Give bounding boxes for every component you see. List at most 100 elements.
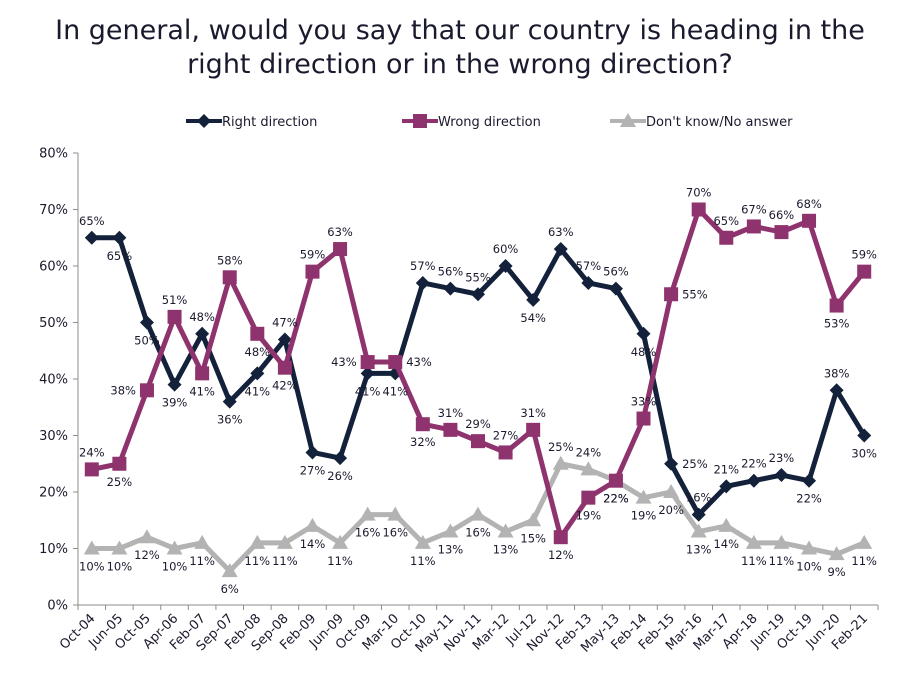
- data-point: [801, 540, 818, 555]
- data-label: 19%: [631, 509, 657, 523]
- data-point: [829, 383, 844, 398]
- data-point: [415, 417, 430, 432]
- data-point: [166, 540, 183, 555]
- data-label: 23%: [769, 451, 795, 465]
- data-point: [471, 434, 485, 449]
- data-label: 39%: [162, 396, 188, 410]
- data-point: [276, 534, 293, 549]
- data-point: [414, 534, 431, 549]
- data-label: 55%: [465, 270, 491, 284]
- data-label: 26%: [327, 469, 353, 483]
- data-point: [304, 517, 321, 532]
- data-label: 33%: [631, 395, 657, 409]
- data-point: [691, 507, 706, 522]
- data-point: [690, 523, 707, 538]
- data-point: [663, 484, 680, 498]
- data-label: 21%: [713, 462, 739, 476]
- data-label: 47%: [272, 315, 298, 329]
- data-point: [773, 534, 790, 549]
- data-point: [222, 394, 237, 409]
- data-point: [360, 366, 375, 381]
- data-label: 41%: [189, 384, 215, 398]
- data-point: [387, 506, 404, 521]
- data-label: 31%: [438, 406, 464, 420]
- data-point: [359, 506, 376, 521]
- data-point: [746, 219, 761, 234]
- data-point: [802, 473, 817, 488]
- data-label: 22%: [603, 492, 629, 506]
- data-label: 12%: [134, 548, 160, 562]
- data-label: 12%: [548, 548, 574, 562]
- legend-label: Right direction: [222, 115, 317, 130]
- data-label: 11%: [410, 554, 436, 568]
- data-label: 53%: [824, 317, 850, 331]
- data-point: [581, 490, 596, 505]
- data-label: 24%: [576, 445, 602, 459]
- data-label: 22%: [796, 492, 822, 506]
- data-label: 11%: [741, 554, 767, 568]
- data-label: 41%: [245, 384, 271, 398]
- data-label: 9%: [827, 565, 845, 579]
- y-tick-label: 70%: [39, 203, 68, 218]
- data-label: 57%: [576, 259, 602, 273]
- data-label: 11%: [245, 554, 271, 568]
- data-point: [608, 281, 623, 296]
- data-label: 56%: [438, 265, 464, 279]
- data-point: [636, 326, 651, 341]
- legend-swatch-marker: [197, 114, 211, 128]
- data-point: [802, 213, 817, 228]
- data-label: 10%: [79, 560, 105, 574]
- data-label: 20%: [658, 503, 684, 517]
- data-label: 29%: [465, 417, 491, 431]
- data-label: 65%: [79, 214, 105, 228]
- data-point: [857, 428, 872, 443]
- data-point: [250, 366, 265, 381]
- data-point: [635, 489, 652, 504]
- data-label: 60%: [493, 242, 519, 256]
- data-point: [277, 360, 292, 375]
- data-point: [360, 355, 375, 370]
- data-point: [581, 275, 596, 290]
- y-tick-label: 60%: [39, 260, 68, 275]
- data-point: [828, 546, 845, 561]
- data-label: 48%: [631, 345, 657, 359]
- data-label: 31%: [520, 406, 546, 420]
- data-label: 24%: [79, 445, 105, 459]
- legend-item: Don't know/No answer: [610, 113, 793, 130]
- data-label: 70%: [686, 186, 712, 200]
- data-label: 25%: [682, 457, 708, 471]
- data-label: 16%: [686, 491, 712, 505]
- data-point: [774, 468, 789, 483]
- data-point: [526, 292, 541, 307]
- data-point: [552, 455, 569, 470]
- data-label: 27%: [300, 463, 326, 477]
- data-label: 58%: [217, 253, 243, 267]
- data-label: 50%: [134, 334, 160, 348]
- data-point: [526, 422, 541, 437]
- data-point: [498, 445, 513, 460]
- data-point: [856, 534, 873, 549]
- data-label: 56%: [603, 265, 629, 279]
- data-label: 13%: [493, 543, 519, 557]
- data-point: [525, 512, 542, 527]
- data-label: 38%: [110, 383, 136, 397]
- data-point: [719, 479, 734, 494]
- data-label: 32%: [410, 435, 436, 449]
- data-label: 15%: [520, 531, 546, 545]
- data-point: [333, 242, 348, 257]
- data-label: 48%: [245, 345, 271, 359]
- data-point: [222, 270, 237, 285]
- data-point: [664, 287, 679, 302]
- data-point: [580, 461, 597, 476]
- data-point: [470, 506, 486, 521]
- data-label: 36%: [217, 413, 243, 427]
- data-point: [553, 530, 568, 545]
- data-label: 11%: [851, 554, 877, 568]
- data-point: [664, 456, 679, 471]
- y-tick-label: 10%: [39, 542, 68, 557]
- data-point: [746, 473, 761, 488]
- data-label: 48%: [189, 310, 215, 324]
- data-point: [497, 523, 514, 538]
- data-point: [636, 411, 651, 426]
